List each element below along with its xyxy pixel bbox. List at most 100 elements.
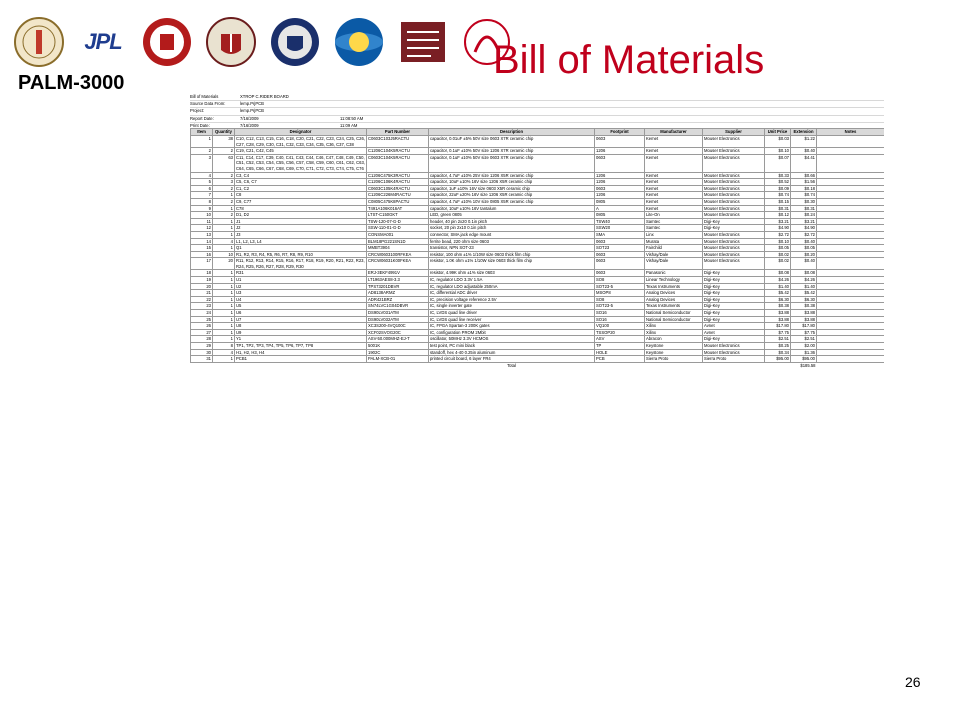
table-cell: C19, C21, C42, C45 bbox=[234, 147, 367, 155]
table-cell: capacitor, 1uF ±10% 16V size 0603 X5R ce… bbox=[428, 184, 595, 193]
table-cell: $0.66 bbox=[790, 171, 817, 180]
table-cell: $3.21 bbox=[764, 217, 791, 226]
table-row: 31 1 PCB1 PALM-XCB-01 printed circuit board,… bbox=[190, 355, 884, 363]
table-cell: test point, PC mini black bbox=[428, 342, 595, 350]
table-row: 12 1 J2 SSW-110-01-G-D socket, 20 pin 2x10 0… bbox=[190, 224, 884, 232]
table-cell: CRCW0603100RFKEA bbox=[366, 250, 429, 259]
table-cell: $2.72 bbox=[790, 230, 817, 239]
table-cell: Lite-On bbox=[644, 211, 703, 219]
ucsb-seal-icon bbox=[202, 16, 260, 68]
table-cell: Mouser Electronics bbox=[702, 171, 765, 180]
table-cell: C8 bbox=[234, 191, 367, 199]
table-cell bbox=[816, 134, 884, 149]
table-cell: 2 bbox=[212, 147, 235, 155]
table-cell: Mouser Electronics bbox=[702, 197, 765, 206]
table-cell: $0.34 bbox=[764, 348, 791, 357]
meta-cell: Print Date: bbox=[190, 122, 210, 128]
page-number: 26 bbox=[905, 674, 921, 690]
table-cell: LTST-C150GKT bbox=[366, 211, 429, 219]
table-cell: capacitor, 0.1uF ±10% 50V size 1206 X7R … bbox=[428, 147, 595, 155]
table-cell: $4.26 bbox=[790, 276, 817, 284]
table-cell: Digi-Key bbox=[702, 302, 765, 311]
table-cell: Digi-Key bbox=[702, 217, 765, 226]
table-row: 4 2 C3, C4 C1206C475K3RACTU capacitor, 4.7uF… bbox=[190, 171, 884, 180]
table-row: 11 1 J1 TSW-120-07-G-D header, 40 pin 2x20 0… bbox=[190, 217, 884, 226]
column-header: Designator bbox=[234, 128, 367, 136]
table-cell: Mouser Electronics bbox=[702, 250, 765, 259]
table-cell: IC, LVDS quad line driver bbox=[428, 309, 595, 317]
table-cell bbox=[816, 269, 884, 278]
table-cell: TSW-120-07-G-D bbox=[366, 217, 429, 226]
column-header: Part Number bbox=[366, 128, 429, 136]
table-row: 18 1 R31 ERJ-3EKF4991V resistor, 4.99K ohm ±… bbox=[190, 269, 884, 278]
table-cell: Mouser Electronics bbox=[702, 147, 765, 155]
table-cell bbox=[816, 191, 884, 199]
total-cell bbox=[213, 362, 235, 371]
page-title: Bill of Materials bbox=[493, 38, 765, 82]
total-row: Total $185.58 bbox=[191, 362, 885, 371]
table-cell: TP bbox=[594, 342, 645, 350]
table-row: 30 4 H1, H2, H3, H4 1902C standoff, hex 4-40… bbox=[190, 348, 884, 357]
table-cell: Analog Devices bbox=[644, 289, 703, 297]
table-cell: 1 bbox=[212, 269, 235, 278]
table-cell bbox=[816, 295, 884, 304]
table-cell: Kemet bbox=[644, 204, 703, 213]
table-cell: Kemet bbox=[644, 171, 703, 180]
table-cell: J3 bbox=[234, 230, 367, 239]
table-cell: Mouser Electronics bbox=[702, 134, 765, 149]
table-cell: 0603 bbox=[594, 257, 645, 271]
table-cell: 1 bbox=[212, 224, 235, 232]
table-row: 10 2 D1, D2 LTST-C150GKT LED, green 0805 0805… bbox=[190, 211, 884, 219]
table-cell: 28 bbox=[190, 335, 213, 343]
table-cell: $0.09 bbox=[764, 184, 791, 193]
table-cell: capacitor, 10uF ±10% 16V size 1206 X5R c… bbox=[428, 178, 595, 186]
table-cell: H1, H2, H3, H4 bbox=[234, 348, 367, 357]
table-cell: Digi-Key bbox=[702, 282, 765, 291]
table-cell: IC, precision voltage reference 2.5V bbox=[428, 295, 595, 304]
table-cell: $1.40 bbox=[764, 282, 791, 291]
table-cell: 13 bbox=[190, 230, 213, 239]
table-cell: U8 bbox=[234, 322, 367, 330]
table-cell bbox=[816, 153, 884, 173]
table-cell: J2 bbox=[234, 224, 367, 232]
table-cell: TPS73201DBVR bbox=[366, 282, 429, 291]
table-cell: $4.90 bbox=[764, 224, 791, 232]
table-row: 24 1 U6 DS90LV031ATM IC, LVDS quad line driv… bbox=[190, 309, 884, 317]
table-cell: Xilinx bbox=[644, 328, 703, 337]
table-cell: XCF02SVOG20C bbox=[366, 328, 429, 337]
table-cell: SN74LVC1G04DBVR bbox=[366, 302, 429, 311]
table-cell: IC, LVDS quad line receiver bbox=[428, 315, 595, 324]
table-cell: 0805 bbox=[594, 211, 645, 219]
table-row: 17 20 R11, R12, R13, R14, R15, R16, R17, R… bbox=[190, 257, 884, 271]
table-cell: SO16 bbox=[594, 315, 645, 324]
bom-header-row: Item Quantity Designator Part Number Descrip… bbox=[190, 128, 884, 136]
table-cell: $0.40 bbox=[790, 147, 817, 155]
table-cell: Kemet bbox=[644, 147, 703, 155]
table-cell: socket, 20 pin 2x10 0.1in pitch bbox=[428, 224, 595, 232]
meta-row: Bill of Materials XTROP C.RIDER BOARD bbox=[190, 94, 884, 102]
table-cell: 23 bbox=[190, 302, 213, 311]
table-cell: $4.41 bbox=[790, 153, 817, 173]
meta-cell: lemp.PrjPCB bbox=[240, 108, 264, 114]
table-cell: IC, regulator LDO adjustable 250mA bbox=[428, 282, 595, 291]
table-cell: C1, C2 bbox=[234, 184, 367, 193]
table-cell: T491A106K016AT bbox=[366, 204, 429, 213]
table-cell: 3 bbox=[190, 153, 213, 173]
total-cell bbox=[765, 362, 791, 371]
table-cell: 7 bbox=[190, 191, 213, 199]
total-cell bbox=[645, 362, 703, 371]
total-cell: Total bbox=[507, 362, 516, 368]
table-cell: $2.00 bbox=[790, 342, 817, 350]
table-cell: Digi-Key bbox=[702, 289, 765, 297]
table-cell: 30 bbox=[190, 348, 213, 357]
meta-cell: 11:09 AM bbox=[340, 122, 358, 128]
table-cell: DS90LV032ATM bbox=[366, 315, 429, 324]
table-cell: LT1963AES8-3.3 bbox=[366, 276, 429, 284]
table-cell: 1 bbox=[212, 328, 235, 337]
table-cell: $7.75 bbox=[764, 328, 791, 337]
table-cell: 5001K bbox=[366, 342, 429, 350]
table-cell: 25 bbox=[190, 315, 213, 324]
total-cell bbox=[817, 362, 885, 371]
table-cell: 20 bbox=[190, 282, 213, 291]
table-cell: 1206 bbox=[594, 191, 645, 199]
